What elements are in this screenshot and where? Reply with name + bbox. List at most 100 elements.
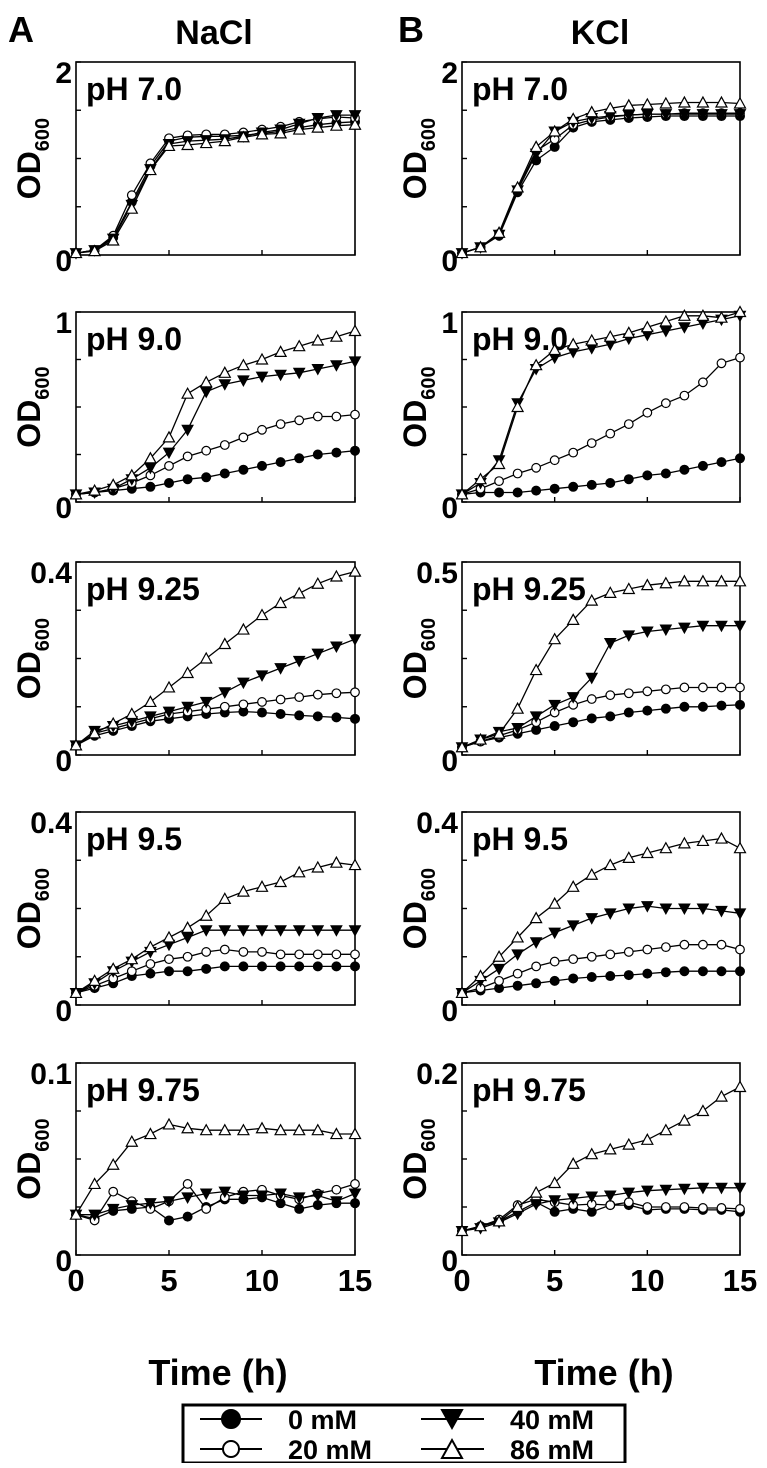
- data-point: [531, 961, 542, 972]
- data-point: [640, 109, 654, 121]
- data-point: [236, 130, 250, 143]
- x-axis-title-left: Time (h): [148, 1352, 287, 1393]
- data-point: [219, 701, 230, 712]
- data-point: [330, 360, 343, 372]
- data-point: [455, 740, 469, 753]
- data-point: [549, 483, 560, 494]
- data-point: [162, 930, 176, 943]
- data-point: [697, 460, 708, 471]
- data-point: [622, 582, 636, 595]
- legend-label-40mm: 40 mM: [510, 1405, 594, 1435]
- y-tick-label: 0: [55, 492, 72, 525]
- y-tick-label: 0.1: [30, 1058, 72, 1091]
- data-point: [549, 721, 560, 732]
- data-point: [219, 961, 230, 972]
- data-point: [348, 356, 362, 368]
- data-point: [678, 1183, 691, 1196]
- data-point: [659, 109, 673, 121]
- data-point: [69, 487, 83, 500]
- data-point: [236, 884, 250, 897]
- data-point: [622, 1137, 636, 1150]
- data-point: [642, 470, 653, 481]
- series-line: [75, 360, 356, 496]
- data-point: [605, 428, 616, 439]
- series-line: [75, 710, 356, 746]
- data-point: [474, 1219, 488, 1232]
- data-point: [348, 324, 362, 337]
- data-point: [238, 432, 249, 443]
- series-line: [75, 929, 355, 994]
- data-point: [659, 841, 673, 854]
- data-point: [716, 700, 727, 711]
- data-point: [659, 903, 673, 916]
- data-point: [678, 322, 691, 334]
- data-point: [623, 688, 634, 699]
- data-point: [733, 574, 747, 587]
- series-line: [461, 837, 741, 994]
- data-point: [143, 940, 157, 953]
- data-point: [677, 574, 691, 587]
- series-line: [461, 1201, 741, 1232]
- data-point: [201, 445, 212, 456]
- data-point: [144, 1198, 157, 1210]
- data-point: [348, 1188, 362, 1201]
- legend-label-0mm: 0 mM: [288, 1405, 357, 1435]
- data-point: [586, 479, 597, 490]
- data-point: [199, 1188, 213, 1201]
- y-tick-label: 2: [441, 57, 458, 90]
- data-point: [603, 858, 617, 871]
- y-axis-title-main: OD: [397, 151, 433, 199]
- data-point: [696, 834, 710, 847]
- data-point: [474, 969, 488, 982]
- data-point: [237, 375, 250, 387]
- data-point: [311, 333, 325, 346]
- data-point: [529, 1199, 543, 1211]
- series-line: [75, 948, 355, 994]
- data-point: [512, 968, 523, 979]
- data-point: [274, 345, 288, 357]
- data-point: [640, 1185, 654, 1198]
- data-point: [585, 333, 599, 346]
- series-line: [461, 905, 741, 994]
- data-point: [568, 481, 579, 492]
- data-point: [548, 124, 562, 137]
- data-point: [218, 1186, 232, 1199]
- data-point: [679, 1202, 690, 1212]
- data-point: [350, 687, 360, 698]
- y-tick-label: 0.4: [30, 807, 72, 840]
- data-point: [238, 464, 249, 475]
- data-point: [492, 457, 506, 470]
- data-point: [257, 947, 267, 957]
- data-point: [677, 95, 691, 108]
- data-point: [164, 478, 174, 488]
- data-point: [679, 682, 690, 693]
- data-point: [312, 449, 323, 460]
- data-point: [274, 369, 287, 382]
- series-line: [461, 1086, 741, 1232]
- y-axis-title: OD600: [11, 366, 54, 447]
- data-point: [529, 911, 543, 924]
- data-point: [199, 136, 213, 149]
- series-86-mm: [455, 831, 747, 999]
- data-point: [181, 138, 195, 151]
- data-point: [88, 483, 102, 496]
- data-point: [548, 896, 562, 909]
- data-point: [566, 112, 580, 125]
- ph-annotation: pH 7.0: [472, 71, 568, 107]
- series-line: [75, 450, 356, 496]
- y-tick-label: 0: [55, 995, 72, 1028]
- series-line: [461, 970, 740, 994]
- y-tick-label: 0: [55, 745, 72, 778]
- series-86-mm: [455, 574, 747, 753]
- data-point: [585, 1147, 599, 1160]
- series-86-mm: [69, 855, 362, 999]
- data-point: [145, 968, 156, 979]
- data-point: [348, 858, 362, 871]
- data-point: [182, 1211, 193, 1222]
- data-point: [181, 1121, 195, 1134]
- data-point: [660, 1202, 671, 1212]
- series-line: [75, 330, 356, 496]
- y-axis-title: OD600: [11, 868, 54, 949]
- data-point: [329, 855, 343, 868]
- data-point: [659, 576, 673, 589]
